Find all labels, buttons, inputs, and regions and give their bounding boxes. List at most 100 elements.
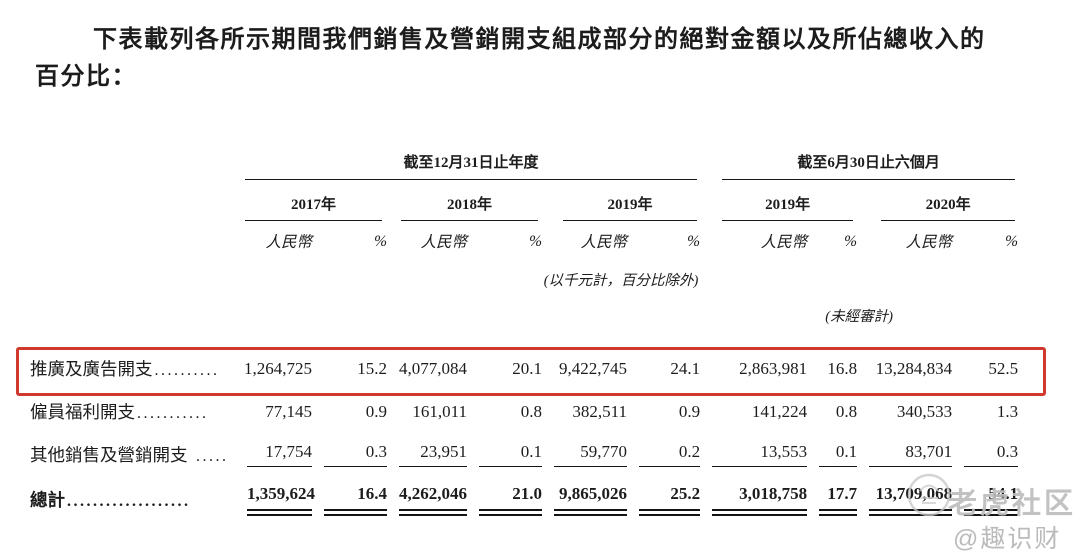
cell-value: 16.8 bbox=[827, 358, 858, 378]
unaudited-note-cell: (未經審計) bbox=[700, 297, 1018, 334]
percent-header: % bbox=[529, 233, 542, 250]
year-cell-2019: 2019年 bbox=[542, 180, 700, 221]
cell-value: 1,264,725 bbox=[244, 358, 312, 378]
spacer-cell bbox=[30, 261, 542, 297]
spacer-cell bbox=[30, 221, 235, 261]
year-header-2018: 2018年 bbox=[401, 193, 538, 221]
unit-note-row: (以千元計，百分比除外) bbox=[30, 261, 1018, 297]
watermark-handle-text: @趣识财经 bbox=[953, 525, 1062, 553]
row-label: 其他銷售及營銷開支 bbox=[30, 445, 188, 465]
cell-value: 340,533 bbox=[896, 401, 953, 421]
intro-line-2: 百分比： bbox=[35, 64, 137, 90]
cell-value: 0.2 bbox=[627, 433, 701, 476]
cell-value: 16.4 bbox=[312, 476, 387, 523]
group-header-cell-annual: 截至12月31日止年度 bbox=[235, 150, 700, 180]
cell-value: 9,422,745 bbox=[559, 358, 627, 378]
cell-value: 1.3 bbox=[996, 401, 1019, 421]
year-cell-2020: 2020年 bbox=[857, 180, 1018, 221]
intro-paragraph: 下表載列各所示期間我們銷售及營銷開支組成部分的絕對金額以及所佔總收入的 百分比： bbox=[35, 22, 1045, 96]
year-header-2020: 2020年 bbox=[881, 193, 1016, 221]
unaudited-note-row: (未經審計) bbox=[30, 297, 1018, 334]
cell-value: 0.8 bbox=[835, 401, 858, 421]
cell-value: 161,011 bbox=[412, 401, 467, 421]
group-header-annual: 截至12月31日止年度 bbox=[245, 151, 698, 180]
row-label-cell: 僱員福利開支........... bbox=[30, 390, 235, 433]
subheader-row: 人民幣 % 人民幣 % 人民幣 % 人民幣 % 人民幣 % bbox=[30, 221, 1018, 261]
percent-header: % bbox=[844, 233, 858, 250]
cell-value: 1,359,624 bbox=[235, 476, 315, 523]
currency-header: 人民幣 bbox=[420, 234, 467, 251]
cell-value: 77,145 bbox=[265, 401, 312, 421]
cell-value: 0.9 bbox=[365, 401, 387, 421]
year-cell-2017: 2017年 bbox=[235, 180, 387, 221]
cell-value: 0.1 bbox=[467, 433, 542, 476]
table-row-employee-benefits: 僱員福利開支........... 77,145 0.9 161,011 0.8… bbox=[30, 390, 1018, 433]
spacer-cell bbox=[30, 297, 700, 334]
cell-value: 141,224 bbox=[751, 401, 808, 421]
cell-value: 0.8 bbox=[520, 401, 542, 421]
highlight-box bbox=[16, 347, 1046, 396]
row-label: 推廣及廣告開支 bbox=[30, 359, 153, 379]
year-header-2019: 2019年 bbox=[563, 193, 698, 221]
unit-note-cell: (以千元計，百分比除外) bbox=[542, 261, 700, 297]
cell-value: 3,018,758 bbox=[700, 476, 808, 523]
group-header-row: 截至12月31日止年度 截至6月30日止六個月 bbox=[30, 150, 1018, 180]
intro-line-1: 下表載列各所示期間我們銷售及營銷開支組成部分的絕對金額以及所佔總收入的 bbox=[93, 27, 986, 53]
spacer-cell bbox=[30, 150, 235, 180]
year-header-2019-interim: 2019年 bbox=[722, 193, 854, 221]
cell-value: 0.3 bbox=[952, 433, 1019, 476]
currency-header: 人民幣 bbox=[580, 234, 627, 251]
row-label-cell: 推廣及廣告開支.......... bbox=[30, 334, 235, 390]
percent-header: % bbox=[1005, 233, 1019, 250]
currency-header: 人民幣 bbox=[265, 234, 312, 251]
cell-value: 17.7 bbox=[807, 476, 858, 523]
unit-note: (以千元計，百分比除外) bbox=[543, 272, 699, 289]
cell-value: 17,754 bbox=[235, 433, 312, 476]
cell-value: 54.1 bbox=[952, 476, 1019, 523]
row-label: 總計 bbox=[30, 490, 65, 510]
year-header-row: 2017年 2018年 2019年 2019年 2020年 bbox=[30, 180, 1018, 221]
leader-dots: .......... bbox=[154, 362, 220, 379]
cell-value: 52.5 bbox=[988, 358, 1019, 378]
cell-value: 13,284,834 bbox=[875, 358, 953, 378]
percent-header: % bbox=[374, 233, 387, 250]
group-header-interim: 截至6月30日止六個月 bbox=[722, 151, 1016, 180]
row-label-cell: 總計................... bbox=[30, 476, 235, 523]
cell-value: 83,701 bbox=[857, 433, 953, 476]
cell-value: 20.1 bbox=[512, 358, 542, 378]
spacer-cell bbox=[700, 261, 1018, 297]
cell-value: 382,511 bbox=[572, 401, 627, 421]
spacer-cell bbox=[30, 180, 235, 221]
tiger-logo-icon bbox=[907, 473, 951, 517]
year-cell-2018: 2018年 bbox=[387, 180, 542, 221]
unaudited-note: (未經審計) bbox=[825, 309, 893, 325]
group-header-cell-interim: 截至6月30日止六個月 bbox=[700, 150, 1018, 180]
year-header-2017: 2017年 bbox=[245, 193, 382, 221]
cell-value: 13,553 bbox=[700, 433, 808, 476]
row-label-cell: 其他銷售及營銷開支 ..... bbox=[30, 433, 235, 476]
leader-dots: ........... bbox=[137, 405, 209, 422]
year-cell-2019-interim: 2019年 bbox=[700, 180, 857, 221]
cell-value: 4,077,084 bbox=[399, 358, 467, 378]
leader-dots: ................... bbox=[67, 493, 191, 510]
cell-value: 0.9 bbox=[678, 401, 701, 421]
cell-value: 0.3 bbox=[312, 433, 387, 476]
percent-header: % bbox=[687, 233, 701, 250]
cell-value: 23,951 bbox=[387, 433, 467, 476]
cell-value: 9,865,026 bbox=[542, 476, 627, 523]
cell-value: 25.2 bbox=[627, 476, 701, 523]
cell-value: 0.1 bbox=[807, 433, 858, 476]
table-row-promotion-advertising: 推廣及廣告開支.......... 1,264,725 15.2 4,077,0… bbox=[30, 334, 1018, 390]
cell-value: 2,863,981 bbox=[739, 358, 808, 378]
table-row-other-selling-marketing: 其他銷售及營銷開支 ..... 17,754 0.3 23,951 0.1 59… bbox=[30, 433, 1019, 476]
cell-value: 21.0 bbox=[467, 476, 542, 523]
currency-header: 人民幣 bbox=[760, 234, 808, 251]
row-label: 僱員福利開支 bbox=[30, 402, 135, 422]
watermark-community-text: 老虎社区 bbox=[948, 488, 1077, 520]
table-row-total: 總計................... 1,359,624 16.4 4,2… bbox=[30, 476, 1019, 523]
leader-dots: ..... bbox=[189, 448, 229, 465]
financial-table: 截至12月31日止年度 截至6月30日止六個月 2017年 2018年 2019… bbox=[30, 150, 1019, 523]
cell-value: 4,262,046 bbox=[387, 476, 467, 523]
currency-header: 人民幣 bbox=[905, 234, 953, 251]
